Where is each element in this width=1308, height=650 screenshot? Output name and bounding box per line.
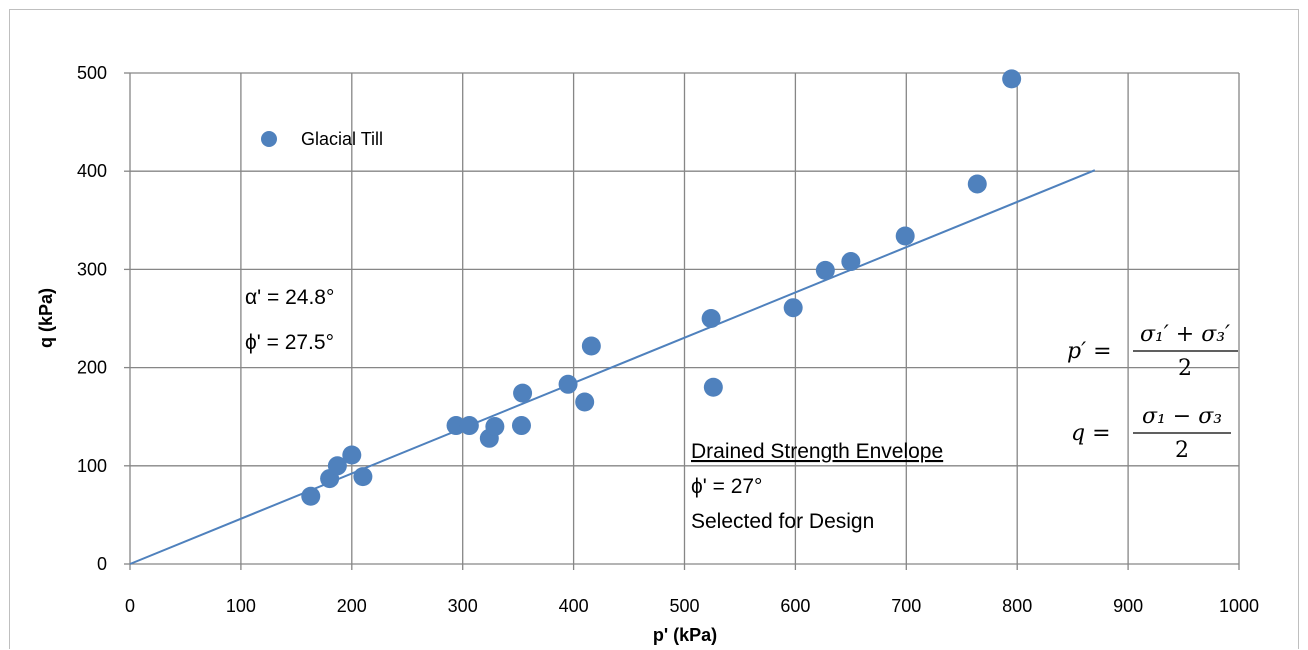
q-equation-numerator: σ₁ − σ₃ xyxy=(1142,404,1222,429)
x-tick-label: 500 xyxy=(669,596,699,616)
envelope-phi: ϕ' = 27° xyxy=(691,475,762,498)
data-point xyxy=(703,377,723,397)
data-point xyxy=(841,252,861,272)
data-point xyxy=(513,383,533,403)
x-tick-label: 200 xyxy=(337,596,367,616)
grid-lines xyxy=(124,72,1240,570)
y-axis-title: q (kPa) xyxy=(36,288,56,348)
x-tick-label: 400 xyxy=(559,596,589,616)
x-tick-label: 700 xyxy=(891,596,921,616)
legend-label: Glacial Till xyxy=(301,129,383,149)
x-tick-label: 600 xyxy=(780,596,810,616)
data-point xyxy=(815,260,835,280)
q-equation-lhs: q = xyxy=(1071,421,1111,446)
trend-line xyxy=(129,169,1096,565)
tick-labels: 0 100 200 300 400 500 600 700 800 900 1000 0 100 200 3… xyxy=(77,63,1259,616)
data-point xyxy=(342,445,362,465)
y-tick-label: 100 xyxy=(77,456,107,476)
data-point xyxy=(301,486,321,506)
q-equation-denominator: 2 xyxy=(1175,438,1189,463)
data-point xyxy=(446,416,466,436)
y-tick-label: 0 xyxy=(97,554,107,574)
p-equation-denominator: 2 xyxy=(1178,356,1192,381)
data-point xyxy=(581,336,601,356)
legend-marker xyxy=(261,131,277,147)
legend: Glacial Till xyxy=(261,129,383,149)
x-tick-label: 1000 xyxy=(1219,596,1259,616)
data-point xyxy=(353,467,373,487)
x-axis-title: p' (kPa) xyxy=(653,625,717,645)
data-point xyxy=(511,416,531,436)
q-equation: q = σ₁ − σ₃ 2 xyxy=(1071,404,1231,463)
data-point xyxy=(783,298,803,318)
x-tick-label: 900 xyxy=(1113,596,1143,616)
y-tick-label: 400 xyxy=(77,161,107,181)
x-tick-label: 800 xyxy=(1002,596,1032,616)
y-tick-label: 200 xyxy=(77,358,107,378)
data-point xyxy=(967,174,987,194)
trend-line-group xyxy=(129,169,1096,565)
chart-frame xyxy=(9,9,1299,649)
data-point xyxy=(1002,69,1022,89)
data-points xyxy=(301,69,1022,506)
x-tick-label: 0 xyxy=(125,596,135,616)
data-point xyxy=(895,226,915,246)
y-tick-label: 300 xyxy=(77,259,107,279)
y-tick-label: 500 xyxy=(77,63,107,83)
x-tick-label: 100 xyxy=(226,596,256,616)
p-equation-lhs: p′ = xyxy=(1067,339,1112,364)
data-point xyxy=(575,392,595,412)
phi-annotation: ϕ' = 27.5° xyxy=(245,331,334,354)
envelope-title: Drained Strength Envelope xyxy=(691,440,943,463)
envelope-note: Selected for Design xyxy=(691,510,874,533)
data-point xyxy=(327,456,347,476)
data-point xyxy=(459,416,479,436)
p-equation-numerator: σ₁′ + σ₃′ xyxy=(1140,322,1230,347)
p-equation: p′ = σ₁′ + σ₃′ 2 xyxy=(1067,322,1238,381)
data-point xyxy=(558,374,578,394)
alpha-annotation: α' = 24.8° xyxy=(245,286,334,309)
data-point xyxy=(485,417,505,437)
data-point xyxy=(701,309,721,328)
x-tick-label: 300 xyxy=(448,596,478,616)
